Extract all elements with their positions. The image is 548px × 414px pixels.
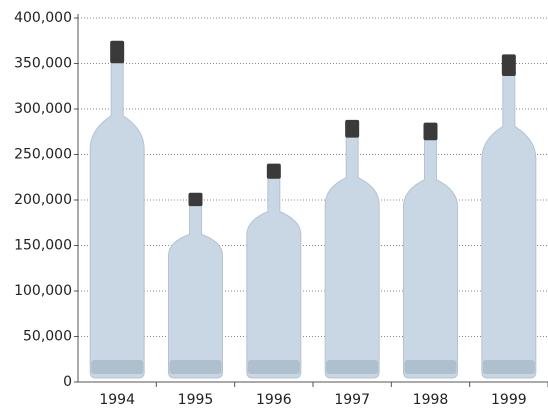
y-tick-label: 100,000 xyxy=(14,283,72,299)
x-tick-label: 1998 xyxy=(413,392,449,408)
bottle-cap xyxy=(423,122,438,141)
bottle xyxy=(246,176,302,379)
x-tick-label: 1999 xyxy=(491,392,527,408)
bottle-base xyxy=(404,360,457,374)
bottle xyxy=(168,203,223,379)
y-tick-label: 400,000 xyxy=(14,10,72,26)
bottle-base xyxy=(91,360,144,374)
bottle-cap xyxy=(110,40,125,64)
x-tick-label: 1994 xyxy=(99,392,135,408)
y-tick-label: 0 xyxy=(63,374,72,390)
bottle xyxy=(403,137,458,379)
x-tick-label: 1995 xyxy=(178,392,214,408)
bottle-cap xyxy=(266,163,281,179)
bottle xyxy=(324,135,380,379)
bottle-base xyxy=(326,360,379,374)
y-tick-label: 300,000 xyxy=(14,101,72,117)
bottle-base xyxy=(169,360,222,374)
x-tick-label: 1997 xyxy=(334,392,370,408)
y-tick-label: 200,000 xyxy=(14,192,72,208)
y-tick-label: 350,000 xyxy=(14,56,72,72)
y-tick-label: 50,000 xyxy=(23,329,72,345)
y-tick-label: 250,000 xyxy=(14,147,72,163)
bottle-base xyxy=(247,360,300,374)
bottle-base xyxy=(482,360,535,374)
bottle-cap xyxy=(345,119,360,138)
bottle-cap xyxy=(501,54,516,77)
bottle xyxy=(481,73,537,379)
bottle-cap xyxy=(188,192,203,207)
x-tick-label: 1996 xyxy=(256,392,292,408)
bottle xyxy=(89,60,145,379)
y-tick-label: 150,000 xyxy=(14,238,72,254)
